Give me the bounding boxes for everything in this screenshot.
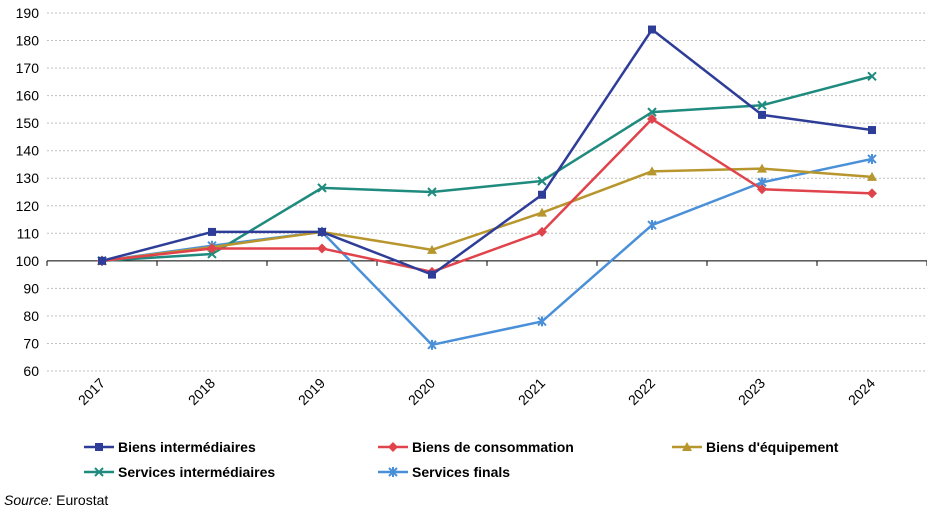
x-tick-label: 2019 [295, 375, 328, 408]
y-tick-label: 150 [16, 115, 40, 131]
legend-swatch-biens-d-equipement [672, 442, 702, 451]
x-tick-label: 2022 [625, 375, 658, 408]
legend-swatch-services-finals [378, 467, 408, 477]
data-point [647, 114, 657, 125]
y-tick-label: 140 [16, 143, 40, 159]
y-tick-label: 120 [16, 198, 40, 214]
data-point [427, 187, 437, 197]
series-line [101, 167, 873, 263]
data-point [207, 243, 217, 254]
data-point [647, 220, 657, 231]
data-point [867, 171, 877, 181]
source-note: Source: Eurostat [4, 492, 108, 508]
data-point [867, 153, 877, 164]
legend-marker [388, 467, 398, 477]
line-chart: 60 70 80 90 100 110 120 130 140 150 160 170 180 190 20… [16, 5, 927, 408]
data-point [427, 244, 437, 254]
y-tick-label: 160 [16, 88, 40, 104]
legend-item-biens-d-equipement: Biens d'équipement [672, 437, 838, 457]
legend-swatch-biens-intermediaires [84, 443, 114, 451]
legend-label: Services intermédiaires [118, 464, 276, 480]
data-point [537, 226, 547, 237]
data-point [647, 107, 657, 117]
x-tick-label: 2023 [735, 375, 768, 408]
series-line [101, 28, 873, 276]
legend-item-services-finals: Services finals [378, 462, 510, 482]
source-text: Eurostat [52, 492, 109, 508]
y-tick-label: 60 [23, 363, 39, 379]
data-point [207, 249, 217, 259]
source-label: Source: [4, 492, 53, 508]
y-tick-label: 170 [16, 60, 40, 76]
legend-marker [388, 442, 398, 452]
data-point [867, 188, 877, 199]
data-point [648, 25, 656, 34]
legend-marker [95, 443, 103, 451]
legend-label: Biens d'équipement [706, 439, 839, 455]
x-tick-label: 2017 [75, 375, 108, 408]
data-point [537, 207, 547, 217]
data-point [317, 183, 327, 193]
data-point [758, 110, 766, 119]
data-point [537, 176, 547, 186]
x-tick-label: 2020 [405, 375, 438, 408]
x-tick-label: 2021 [515, 375, 548, 408]
x-tick-label: 2018 [185, 375, 218, 408]
data-point [427, 339, 437, 350]
data-point [868, 126, 876, 135]
data-point [757, 100, 767, 110]
data-point [538, 190, 546, 199]
x-tick-label: 2024 [845, 375, 878, 408]
data-point [317, 243, 327, 254]
y-tick-label: 80 [23, 308, 39, 324]
legend-swatch-biens-de-consommation [378, 442, 408, 452]
data-point [98, 256, 106, 265]
y-tick-label: 180 [16, 33, 40, 49]
legend-swatch-services-intermediaires [84, 467, 114, 477]
legend-item-services-intermediaires: Services intermédiaires [84, 462, 275, 482]
series-line [101, 117, 873, 274]
y-tick-label: 100 [16, 253, 40, 269]
legend-label: Biens intermédiaires [118, 439, 256, 455]
y-tick-label: 190 [16, 5, 40, 21]
legend-marker [94, 467, 104, 477]
y-tick-label: 130 [16, 170, 40, 186]
y-tick-label: 70 [23, 335, 39, 351]
legend-item-biens-de-consommation: Biens de consommation [378, 437, 574, 457]
y-tick-label: 110 [17, 225, 40, 241]
data-point [867, 71, 877, 82]
series-biens-interm-diaires [98, 25, 876, 279]
legend-label: Biens de consommation [412, 439, 574, 455]
data-point [647, 166, 657, 176]
legend-item-biens-intermediaires: Biens intermédiaires [84, 437, 256, 457]
data-point [318, 227, 326, 236]
data-point [208, 227, 216, 236]
y-tick-label: 90 [23, 280, 39, 296]
series-line [101, 75, 873, 263]
data-point [757, 184, 767, 195]
data-point [757, 163, 767, 173]
data-point [537, 316, 547, 327]
legend-marker [682, 442, 692, 451]
data-point [428, 270, 436, 279]
legend-label: Services finals [412, 464, 511, 480]
